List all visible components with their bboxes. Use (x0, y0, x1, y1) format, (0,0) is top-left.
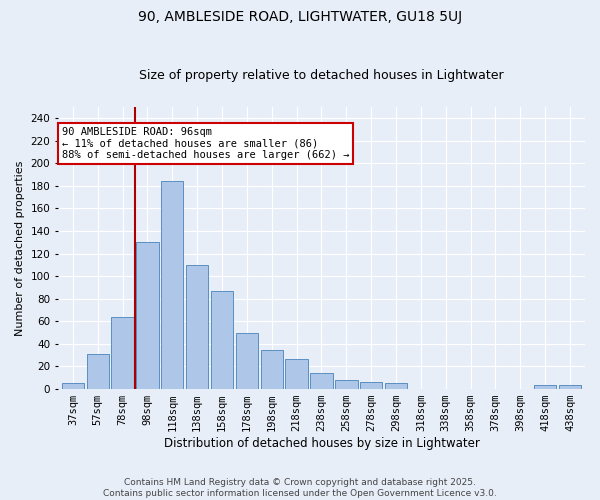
X-axis label: Distribution of detached houses by size in Lightwater: Distribution of detached houses by size … (164, 437, 479, 450)
Title: Size of property relative to detached houses in Lightwater: Size of property relative to detached ho… (139, 69, 504, 82)
Bar (112, 317, 134, 389)
Bar (62, 384, 84, 389)
Text: 90 AMBLESIDE ROAD: 96sqm
← 11% of detached houses are smaller (86)
88% of semi-d: 90 AMBLESIDE ROAD: 96sqm ← 11% of detach… (62, 127, 349, 160)
Bar (310, 374, 332, 389)
Bar (385, 384, 407, 389)
Bar (260, 350, 283, 389)
Bar (211, 291, 233, 389)
Bar (335, 380, 358, 389)
Bar (186, 265, 208, 389)
Bar (286, 358, 308, 389)
Bar (86, 354, 109, 389)
Bar (534, 384, 556, 389)
Bar (236, 332, 258, 389)
Bar (161, 182, 184, 389)
Text: 90, AMBLESIDE ROAD, LIGHTWATER, GU18 5UJ: 90, AMBLESIDE ROAD, LIGHTWATER, GU18 5UJ (138, 10, 462, 24)
Text: Contains HM Land Registry data © Crown copyright and database right 2025.
Contai: Contains HM Land Registry data © Crown c… (103, 478, 497, 498)
Bar (559, 384, 581, 389)
Bar (136, 242, 158, 389)
Bar (360, 382, 382, 389)
Y-axis label: Number of detached properties: Number of detached properties (15, 160, 25, 336)
